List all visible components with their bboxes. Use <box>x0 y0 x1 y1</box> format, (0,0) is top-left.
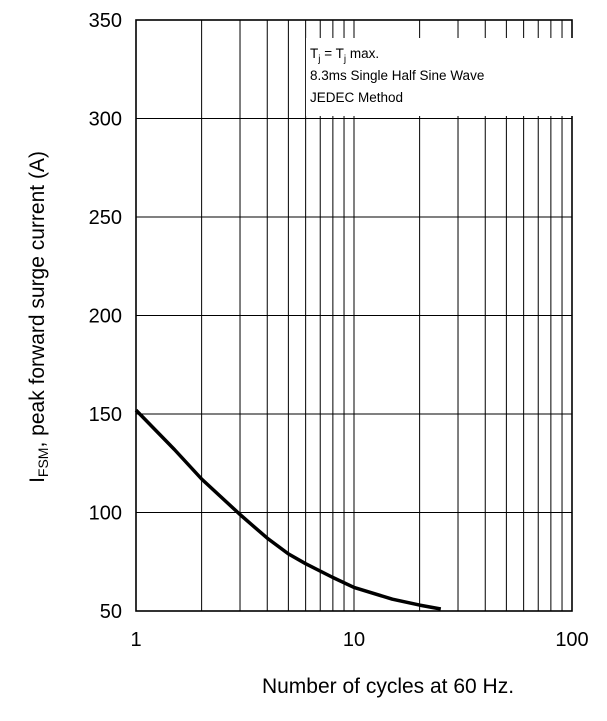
x-tick-label: 10 <box>343 629 365 651</box>
y-tick-labels: 50 100 150 200 250 300 350 <box>89 10 122 623</box>
x-tick-label: 100 <box>555 629 588 651</box>
y-tick-label: 50 <box>100 601 122 623</box>
surge-current-curve <box>134 408 442 611</box>
x-tick-labels: 1 10 100 <box>130 629 588 651</box>
y-tick-label: 300 <box>89 109 122 131</box>
y-axis-title: IFSM, peak forward surge current (A) <box>26 151 51 483</box>
y-tick-label: 250 <box>89 207 122 229</box>
plot-frame <box>135 19 573 612</box>
y-tick-label: 100 <box>89 503 122 525</box>
x-tick-label: 1 <box>130 629 141 651</box>
y-tick-label: 150 <box>89 404 122 426</box>
y-tick-label: 200 <box>89 306 122 328</box>
annotation-line-3: JEDEC Method <box>310 90 403 105</box>
annotation-line-1: Tj = Tj max. <box>310 46 379 65</box>
x-axis-title: Number of cycles at 60 Hz. <box>262 675 514 698</box>
annotation-background <box>306 38 576 116</box>
annotation-box: Tj = Tj max. 8.3ms Single Half Sine Wave… <box>306 38 576 116</box>
grid-lines <box>136 20 572 611</box>
series-layer <box>134 408 442 611</box>
annotation-line-2: 8.3ms Single Half Sine Wave <box>310 68 484 83</box>
y-tick-label: 350 <box>89 10 122 32</box>
